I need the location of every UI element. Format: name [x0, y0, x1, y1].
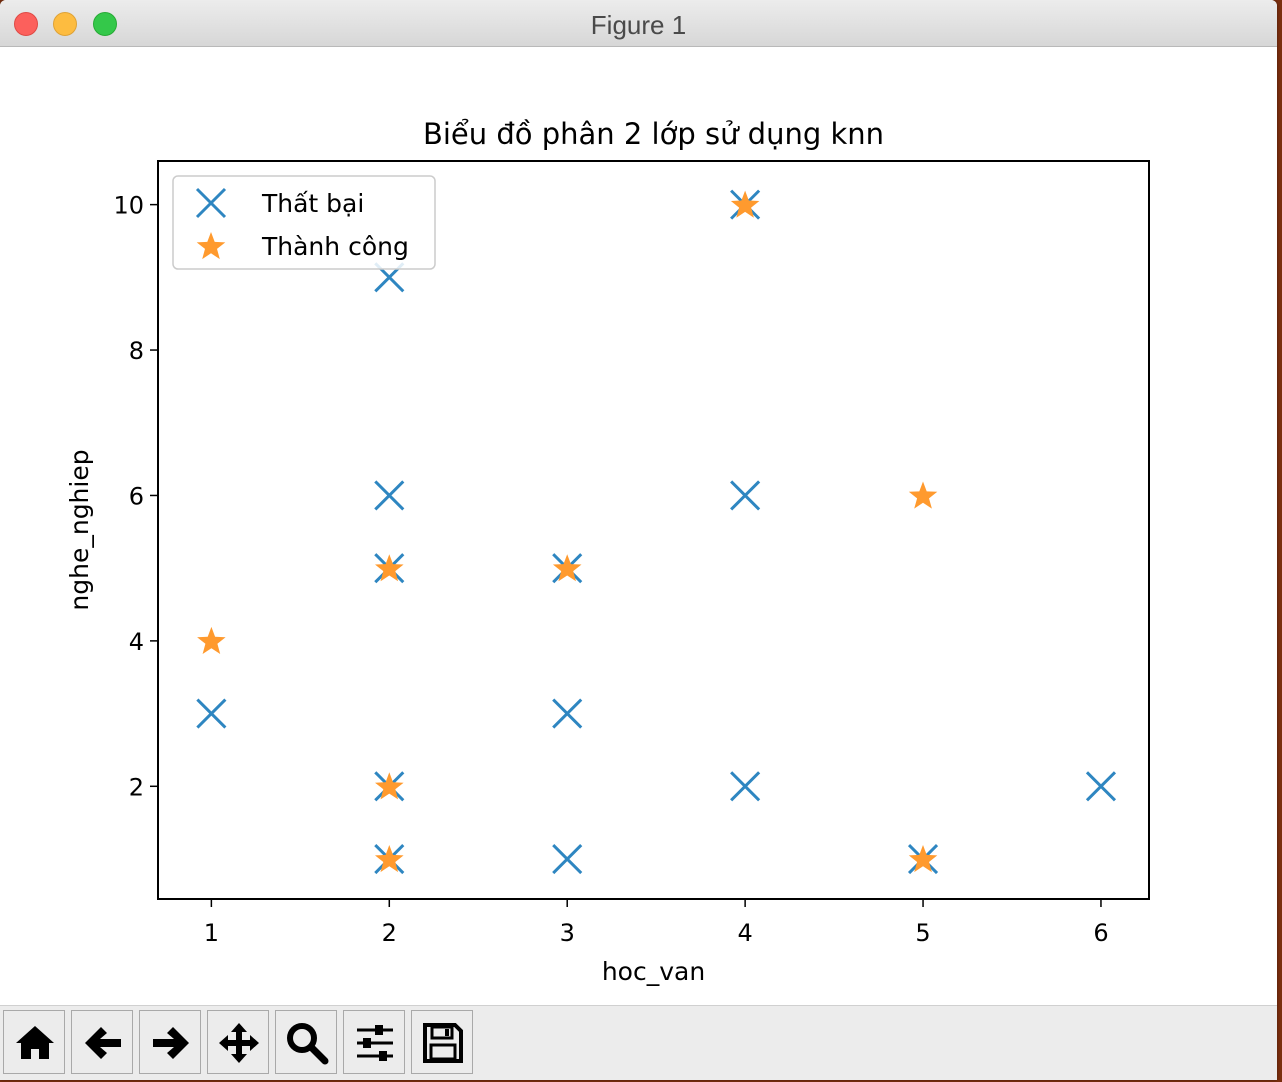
x-tick-label: 6	[1093, 919, 1108, 947]
minimize-window-button[interactable]	[53, 12, 77, 36]
x-axis-label: hoc_van	[602, 957, 705, 986]
y-axis-label: nghe_nghiep	[65, 449, 94, 610]
data-point-star	[908, 481, 938, 509]
home-button[interactable]	[3, 1010, 65, 1074]
move-arrows-icon	[219, 1023, 259, 1063]
arrow-left-icon	[85, 1027, 121, 1059]
data-point-x	[374, 480, 405, 511]
x-tick-label: 4	[737, 919, 752, 947]
data-point-star	[730, 190, 760, 218]
x-tick-label: 3	[560, 919, 575, 947]
sliders-icon	[357, 1025, 393, 1061]
arrow-right-icon	[153, 1027, 189, 1059]
y-tick-label: 6	[129, 482, 144, 510]
floppy-disk-icon	[423, 1023, 463, 1063]
navigation-toolbar	[0, 1005, 1277, 1080]
legend-label: Thành công	[261, 232, 409, 261]
back-button[interactable]	[71, 1010, 133, 1074]
data-point-star	[552, 554, 582, 582]
data-point-x	[730, 771, 761, 802]
data-point-x	[552, 843, 583, 875]
y-tick-label: 2	[129, 773, 144, 801]
data-point-x	[196, 698, 227, 729]
legend-box	[172, 175, 436, 270]
x-tick-label: 5	[915, 919, 930, 947]
pan-button[interactable]	[207, 1010, 269, 1074]
configure-subplots-button[interactable]	[343, 1010, 405, 1074]
legend-marker-x	[195, 187, 227, 219]
x-tick-label: 1	[204, 919, 219, 947]
x-tick-label: 2	[382, 919, 397, 947]
data-point-star	[197, 626, 226, 654]
figure-canvas: Biểu đồ phân 2 lớp sử dụng knn 1 2 3 4 5 6 2 4 6 8…	[0, 47, 1277, 1005]
scatter-chart: Biểu đồ phân 2 lớp sử dụng knn 1 2 3 4 5 6 2 4 6 8…	[65, 117, 1150, 986]
forward-button[interactable]	[139, 1010, 201, 1074]
data-point-x	[552, 698, 583, 729]
data-point-x	[730, 480, 761, 511]
magnifier-icon	[287, 1023, 329, 1065]
chart-title: Biểu đồ phân 2 lớp sử dụng knn	[423, 117, 884, 151]
save-button[interactable]	[411, 1010, 473, 1074]
data-point-star	[908, 845, 938, 873]
home-icon	[16, 1026, 54, 1059]
data-point-star	[375, 845, 404, 873]
title-bar: Figure 1	[0, 0, 1277, 47]
y-tick-label: 8	[129, 337, 144, 365]
y-tick-label: 10	[113, 192, 144, 220]
maximize-window-button[interactable]	[93, 12, 117, 36]
window-title: Figure 1	[590, 10, 687, 40]
data-point-star	[375, 554, 404, 582]
zoom-button[interactable]	[275, 1010, 337, 1074]
legend	[172, 175, 436, 270]
y-tick-label: 4	[129, 628, 144, 656]
legend-label: Thất bại	[261, 189, 364, 218]
data-point-star	[375, 772, 404, 800]
data-point-x	[1085, 771, 1117, 802]
legend-marker-star	[196, 232, 226, 260]
axes-frame	[157, 160, 1150, 900]
close-window-button[interactable]	[14, 12, 38, 36]
